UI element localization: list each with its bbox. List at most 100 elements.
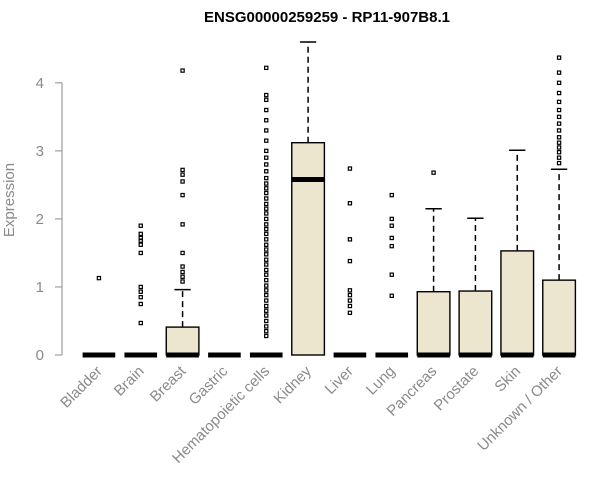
outlier-point bbox=[180, 172, 185, 177]
box-iqr bbox=[165, 326, 200, 356]
outlier-point bbox=[264, 92, 269, 98]
outlier-point bbox=[264, 206, 269, 211]
outlier-point bbox=[264, 262, 269, 267]
outlier-point bbox=[138, 223, 143, 228]
outlier-point bbox=[264, 162, 269, 167]
outlier-point bbox=[556, 90, 562, 96]
outlier-point bbox=[264, 175, 269, 181]
box-skin bbox=[500, 149, 535, 358]
outlier-point bbox=[347, 288, 353, 293]
box-iqr bbox=[500, 250, 535, 356]
outlier-point bbox=[264, 216, 269, 222]
outlier-point bbox=[389, 216, 394, 222]
outlier-point bbox=[556, 55, 562, 60]
outlier-point bbox=[347, 303, 353, 309]
chart-title: ENSG00000259259 - RP11-907B8.1 bbox=[204, 9, 450, 26]
outlier-point bbox=[264, 247, 269, 252]
outlier-point bbox=[389, 223, 394, 228]
outlier-point bbox=[264, 237, 269, 242]
outlier-point bbox=[264, 148, 269, 154]
outlier-point bbox=[264, 231, 269, 237]
x-tick-label: Brain bbox=[111, 363, 148, 400]
outlier-point bbox=[264, 318, 269, 324]
outlier-point bbox=[556, 145, 562, 150]
outlier-point bbox=[347, 201, 353, 206]
outlier-point bbox=[138, 294, 143, 300]
outlier-point bbox=[180, 167, 185, 173]
outlier-point bbox=[180, 250, 185, 256]
outlier-point bbox=[180, 274, 185, 279]
outlier-point bbox=[264, 222, 269, 227]
outlier-point bbox=[556, 140, 562, 145]
outlier-point bbox=[556, 99, 562, 105]
outlier-point bbox=[556, 128, 562, 133]
outlier-point bbox=[96, 275, 102, 281]
outlier-point bbox=[264, 313, 269, 318]
outlier-point bbox=[264, 226, 269, 232]
outlier-point bbox=[264, 190, 269, 196]
outlier-point bbox=[264, 186, 269, 191]
outlier-point bbox=[264, 252, 269, 257]
outlier-point bbox=[556, 80, 562, 86]
outlier-point bbox=[264, 308, 269, 313]
outlier-point bbox=[347, 298, 353, 303]
outlier-point bbox=[556, 155, 562, 160]
outlier-point bbox=[138, 284, 143, 290]
box-prostate bbox=[458, 217, 493, 358]
outlier-point bbox=[556, 107, 562, 113]
outlier-point bbox=[347, 258, 353, 264]
box-iqr bbox=[542, 279, 577, 356]
x-tick-label: Breast bbox=[147, 362, 190, 405]
outlier-point bbox=[264, 107, 269, 113]
box-iqr bbox=[291, 142, 326, 356]
outlier-point bbox=[264, 118, 269, 123]
outlier-point bbox=[264, 242, 269, 247]
outlier-point bbox=[389, 192, 394, 198]
box-lung bbox=[375, 192, 409, 358]
boxes-layer bbox=[82, 41, 577, 358]
outlier-point bbox=[264, 201, 269, 207]
box-hematopoietic-cells bbox=[249, 65, 283, 358]
y-tick-label: 0 bbox=[36, 347, 44, 364]
outlier-point bbox=[264, 211, 269, 216]
box-breast bbox=[165, 68, 200, 358]
outlier-point bbox=[180, 179, 185, 184]
outlier-point bbox=[389, 272, 394, 277]
outlier-point bbox=[264, 272, 269, 277]
outlier-point bbox=[138, 301, 143, 307]
y-tick-label: 4 bbox=[36, 75, 44, 92]
outlier-point bbox=[264, 324, 269, 329]
outlier-point bbox=[264, 303, 269, 309]
box-iqr bbox=[458, 290, 493, 356]
x-tick-label: Bladder bbox=[57, 363, 106, 412]
outlier-point bbox=[138, 289, 143, 294]
outlier-point bbox=[556, 150, 562, 155]
outlier-point bbox=[264, 155, 269, 160]
outlier-point bbox=[347, 310, 353, 316]
outlier-point bbox=[264, 283, 269, 288]
outlier-point bbox=[180, 269, 185, 275]
outlier-point bbox=[389, 293, 394, 299]
outlier-point bbox=[347, 237, 353, 242]
outlier-point bbox=[180, 192, 185, 198]
outlier-point bbox=[138, 250, 143, 256]
outlier-point bbox=[264, 181, 269, 186]
outlier-point bbox=[264, 267, 269, 273]
outlier-point bbox=[556, 70, 562, 75]
box-pancreas bbox=[416, 170, 451, 358]
y-axis: 0 1 2 3 4 bbox=[36, 75, 63, 364]
outlier-point bbox=[264, 292, 269, 298]
outlier-point bbox=[264, 138, 269, 143]
y-axis-label: Expression bbox=[1, 163, 18, 237]
outlier-point bbox=[347, 292, 353, 298]
outlier-point bbox=[264, 169, 269, 174]
outlier-point bbox=[138, 242, 143, 247]
outlier-point bbox=[264, 298, 269, 303]
x-tick-label: Kidney bbox=[270, 362, 315, 407]
outlier-point bbox=[264, 288, 269, 293]
outlier-point bbox=[264, 277, 269, 283]
outlier-point bbox=[264, 97, 269, 103]
outlier-point bbox=[180, 279, 185, 284]
